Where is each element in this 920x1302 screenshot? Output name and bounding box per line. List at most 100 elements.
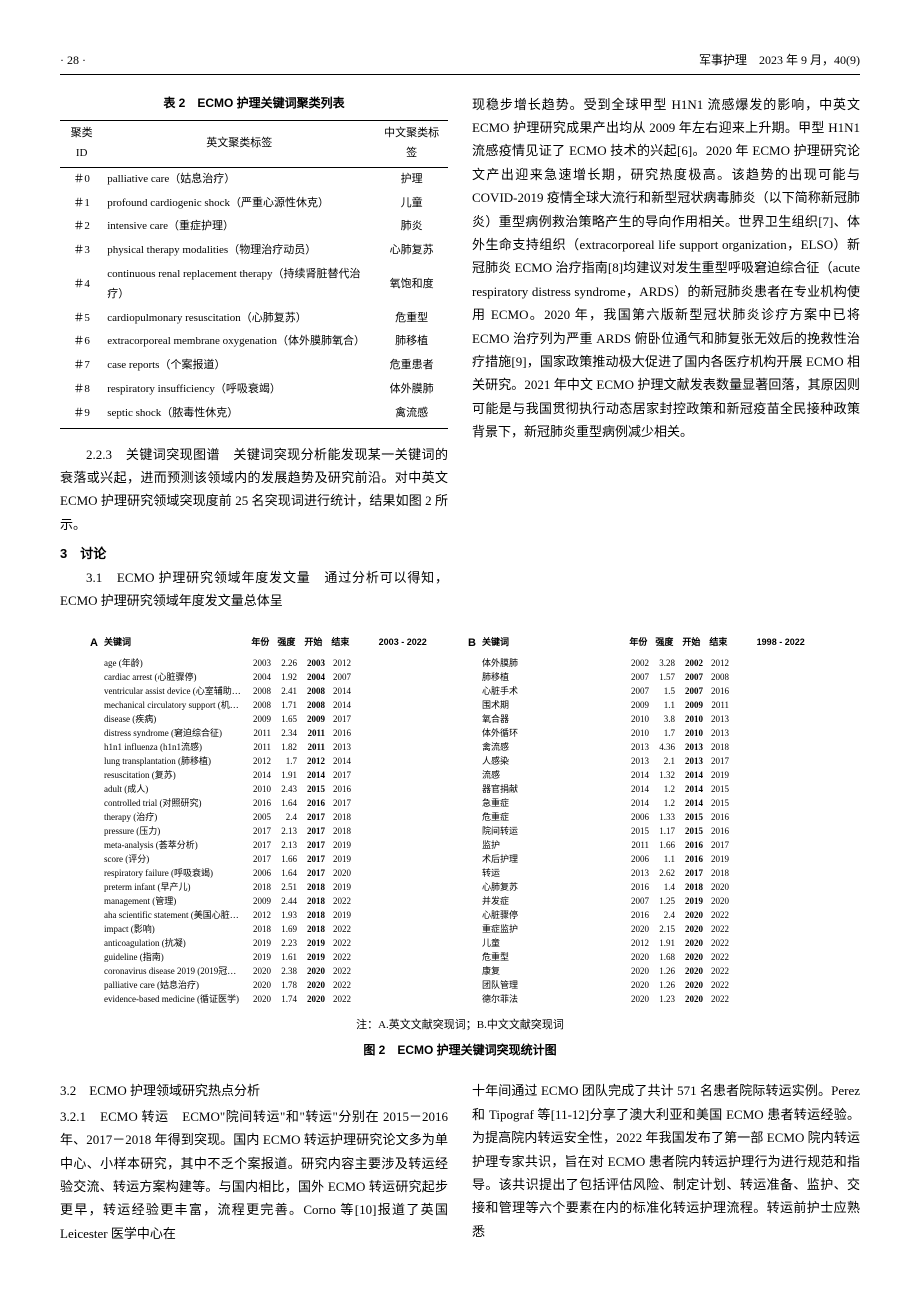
burst-end: 2018 [703, 740, 729, 754]
burst-end: 2012 [325, 656, 351, 670]
table-cell: ＃6 [60, 330, 103, 354]
right-column: 现稳步增长趋势。受到全球甲型 H1N1 流感爆发的影响，中英文 ECMO 护理研… [472, 93, 860, 615]
burst-strength: 2.41 [271, 684, 297, 698]
burst-strength: 1.69 [271, 922, 297, 936]
burst-strength: 1.1 [649, 852, 675, 866]
burst-row: 重症监护20202.1520202022 [468, 922, 830, 936]
table-cell: profound cardiogenic shock（严重心源性休克） [103, 192, 375, 216]
burst-start: 2016 [675, 852, 703, 866]
burst-end: 2022 [325, 894, 351, 908]
burst-start: 2020 [675, 950, 703, 964]
burst-strength: 1.93 [271, 908, 297, 922]
para-3-2-1: 3.2.1 ECMO 转运 ECMO"院间转运"和"转运"分别在 2015－20… [60, 1105, 448, 1245]
hdr-kw: 关键词 [478, 634, 625, 654]
lower-two-column: 3.2 ECMO 护理领域研究热点分析 3.2.1 ECMO 转运 ECMO"院… [60, 1079, 860, 1247]
burst-keyword: 心脏手术 [468, 684, 623, 698]
burst-keyword: aha scientific statement (美国心脏学会科学声明) [90, 908, 245, 922]
burst-end: 2016 [703, 810, 729, 824]
burst-keyword: score (评分) [90, 852, 245, 866]
burst-keyword: 围术期 [468, 698, 623, 712]
burst-start: 2020 [675, 964, 703, 978]
burst-start: 2012 [297, 754, 325, 768]
burst-keyword: impact (影响) [90, 922, 245, 936]
table-cell: continuous renal replacement therapy（持续肾… [103, 263, 375, 307]
burst-year: 2017 [245, 852, 271, 866]
burst-year: 2008 [245, 684, 271, 698]
table2-body: ＃0palliative care（姑息治疗）护理＃1profound card… [60, 167, 448, 428]
burst-end: 2013 [703, 712, 729, 726]
burst-year: 2013 [623, 740, 649, 754]
hdr-range: 1998 - 2022 [731, 634, 830, 654]
burst-year: 2014 [623, 768, 649, 782]
burst-keyword: 心脏骤停 [468, 908, 623, 922]
burst-year: 2007 [623, 670, 649, 684]
burst-row: controlled trial (对照研究)20161.6420162017 [90, 796, 452, 810]
burst-strength: 1.25 [649, 894, 675, 908]
burst-start: 2014 [675, 768, 703, 782]
burst-start: 2011 [297, 740, 325, 754]
burst-start: 2002 [675, 656, 703, 670]
burst-strength: 1.26 [649, 978, 675, 992]
burst-keyword: distress syndrome (窘迫综合征) [90, 726, 245, 740]
burst-row: 团队管理20201.2620202022 [468, 978, 830, 992]
burst-keyword: 术后护理 [468, 852, 623, 866]
burst-strength: 2.1 [649, 754, 675, 768]
burst-year: 2020 [623, 950, 649, 964]
table-cell: case reports（个案报道） [103, 354, 375, 378]
burst-year: 2020 [623, 992, 649, 1006]
table-cell: ＃4 [60, 263, 103, 307]
burst-year: 2011 [245, 740, 271, 754]
hdr-e: 结束 [327, 634, 353, 654]
th-en: 英文聚类标签 [103, 121, 375, 168]
lower-right: 十年间通过 ECMO 团队完成了共计 571 名患者院际转运实例。Perez 和… [472, 1079, 860, 1247]
panel-b: B 关键词 年份 强度 开始 结束 1998 - 2022 体外膜肺20023.… [468, 634, 830, 1006]
burst-row: 并发症20071.2520192020 [468, 894, 830, 908]
burst-keyword: 德尔菲法 [468, 992, 623, 1006]
burst-row: 院间转运20151.1720152016 [468, 824, 830, 838]
table-cell: 肺移植 [375, 330, 448, 354]
burst-start: 2016 [297, 796, 325, 810]
burst-end: 2017 [325, 796, 351, 810]
burst-end: 2012 [703, 656, 729, 670]
hdr-kw: 关键词 [100, 634, 247, 654]
burst-strength: 2.15 [649, 922, 675, 936]
burst-keyword: 儿童 [468, 936, 623, 950]
burst-keyword: 体外循环 [468, 726, 623, 740]
burst-row: adult (成人)20102.4320152016 [90, 782, 452, 796]
panel-a-header: A 关键词 年份 强度 开始 结束 2003 - 2022 [90, 634, 452, 656]
burst-year: 2020 [245, 964, 271, 978]
burst-row: distress syndrome (窘迫综合征)20112.342011201… [90, 726, 452, 740]
para-2-2-3: 2.2.3 关键词突现图谱 关键词突现分析能发现某一关键词的衰落或兴起，进而预测… [60, 443, 448, 537]
burst-keyword: evidence-based medicine (循证医学) [90, 992, 245, 1006]
burst-strength: 1.2 [649, 796, 675, 810]
table-row: ＃8respiratory insufficiency（呼吸衰竭）体外膜肺 [60, 378, 448, 402]
burst-start: 2018 [297, 894, 325, 908]
table2-title: 表 2 ECMO 护理关键词聚类列表 [60, 93, 448, 115]
burst-year: 2020 [623, 922, 649, 936]
burst-keyword: 团队管理 [468, 978, 623, 992]
burst-start: 2011 [297, 726, 325, 740]
burst-strength: 1.7 [271, 754, 297, 768]
burst-start: 2007 [675, 684, 703, 698]
burst-start: 2014 [675, 796, 703, 810]
table-cell: ＃9 [60, 402, 103, 428]
burst-start: 2018 [675, 880, 703, 894]
para-3-1: 3.1 ECMO 护理研究领域年度发文量 通过分析可以得知，ECMO 护理研究领… [60, 566, 448, 613]
burst-end: 2019 [325, 852, 351, 866]
burst-keyword: 器官捐献 [468, 782, 623, 796]
burst-strength: 1.32 [649, 768, 675, 782]
burst-keyword: palliative care (姑息治疗) [90, 978, 245, 992]
figure-note: 注：A.英文文献突现词；B.中文文献突现词 [90, 1016, 830, 1036]
burst-end: 2022 [703, 964, 729, 978]
burst-end: 2019 [325, 880, 351, 894]
table-row: ＃9septic shock（脓毒性休克）禽流感 [60, 402, 448, 428]
burst-start: 2018 [297, 922, 325, 936]
burst-row: 转运20132.6220172018 [468, 866, 830, 880]
burst-strength: 1.5 [649, 684, 675, 698]
burst-row: palliative care (姑息治疗)20201.7820202022 [90, 978, 452, 992]
burst-keyword: h1n1 influenza (h1n1流感) [90, 740, 245, 754]
burst-start: 2013 [675, 740, 703, 754]
burst-strength: 1.4 [649, 880, 675, 894]
burst-keyword: adult (成人) [90, 782, 245, 796]
burst-strength: 2.4 [649, 908, 675, 922]
